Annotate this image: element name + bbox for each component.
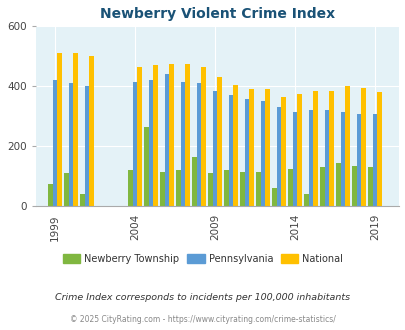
- Bar: [292, 112, 296, 207]
- Bar: [244, 99, 249, 207]
- Bar: [281, 97, 285, 207]
- Bar: [208, 173, 212, 207]
- Bar: [256, 172, 260, 207]
- Bar: [264, 89, 269, 207]
- Bar: [340, 112, 344, 207]
- Bar: [185, 64, 189, 207]
- Bar: [260, 101, 264, 207]
- Bar: [192, 157, 196, 207]
- Bar: [80, 194, 84, 207]
- Bar: [272, 188, 276, 207]
- Bar: [360, 88, 365, 207]
- Bar: [352, 166, 356, 207]
- Bar: [148, 80, 153, 207]
- Bar: [160, 172, 164, 207]
- Bar: [128, 170, 132, 207]
- Bar: [356, 114, 360, 207]
- Bar: [180, 82, 185, 207]
- Bar: [303, 194, 308, 207]
- Bar: [196, 83, 200, 207]
- Text: Crime Index corresponds to incidents per 100,000 inhabitants: Crime Index corresponds to incidents per…: [55, 293, 350, 302]
- Bar: [296, 94, 301, 207]
- Bar: [240, 172, 244, 207]
- Bar: [52, 80, 57, 207]
- Bar: [169, 64, 173, 207]
- Bar: [64, 173, 68, 207]
- Bar: [324, 110, 328, 207]
- Text: © 2025 CityRating.com - https://www.cityrating.com/crime-statistics/: © 2025 CityRating.com - https://www.city…: [70, 315, 335, 324]
- Bar: [328, 91, 333, 207]
- Bar: [68, 83, 73, 207]
- Bar: [313, 91, 317, 207]
- Legend: Newberry Township, Pennsylvania, National: Newberry Township, Pennsylvania, Nationa…: [59, 249, 346, 267]
- Bar: [344, 86, 349, 207]
- Bar: [228, 95, 232, 207]
- Bar: [308, 110, 313, 207]
- Bar: [335, 163, 340, 207]
- Title: Newberry Violent Crime Index: Newberry Violent Crime Index: [100, 7, 334, 21]
- Bar: [376, 92, 381, 207]
- Bar: [132, 82, 137, 207]
- Bar: [89, 56, 93, 207]
- Bar: [84, 86, 89, 207]
- Bar: [232, 85, 237, 207]
- Bar: [372, 114, 376, 207]
- Bar: [137, 67, 141, 207]
- Bar: [212, 91, 217, 207]
- Bar: [73, 53, 77, 207]
- Bar: [153, 65, 157, 207]
- Bar: [224, 170, 228, 207]
- Bar: [176, 170, 180, 207]
- Bar: [164, 74, 169, 207]
- Bar: [144, 127, 148, 207]
- Bar: [48, 184, 52, 207]
- Bar: [320, 167, 324, 207]
- Bar: [249, 89, 253, 207]
- Bar: [276, 107, 281, 207]
- Bar: [200, 67, 205, 207]
- Bar: [217, 77, 221, 207]
- Bar: [288, 169, 292, 207]
- Bar: [367, 167, 372, 207]
- Bar: [57, 53, 62, 207]
